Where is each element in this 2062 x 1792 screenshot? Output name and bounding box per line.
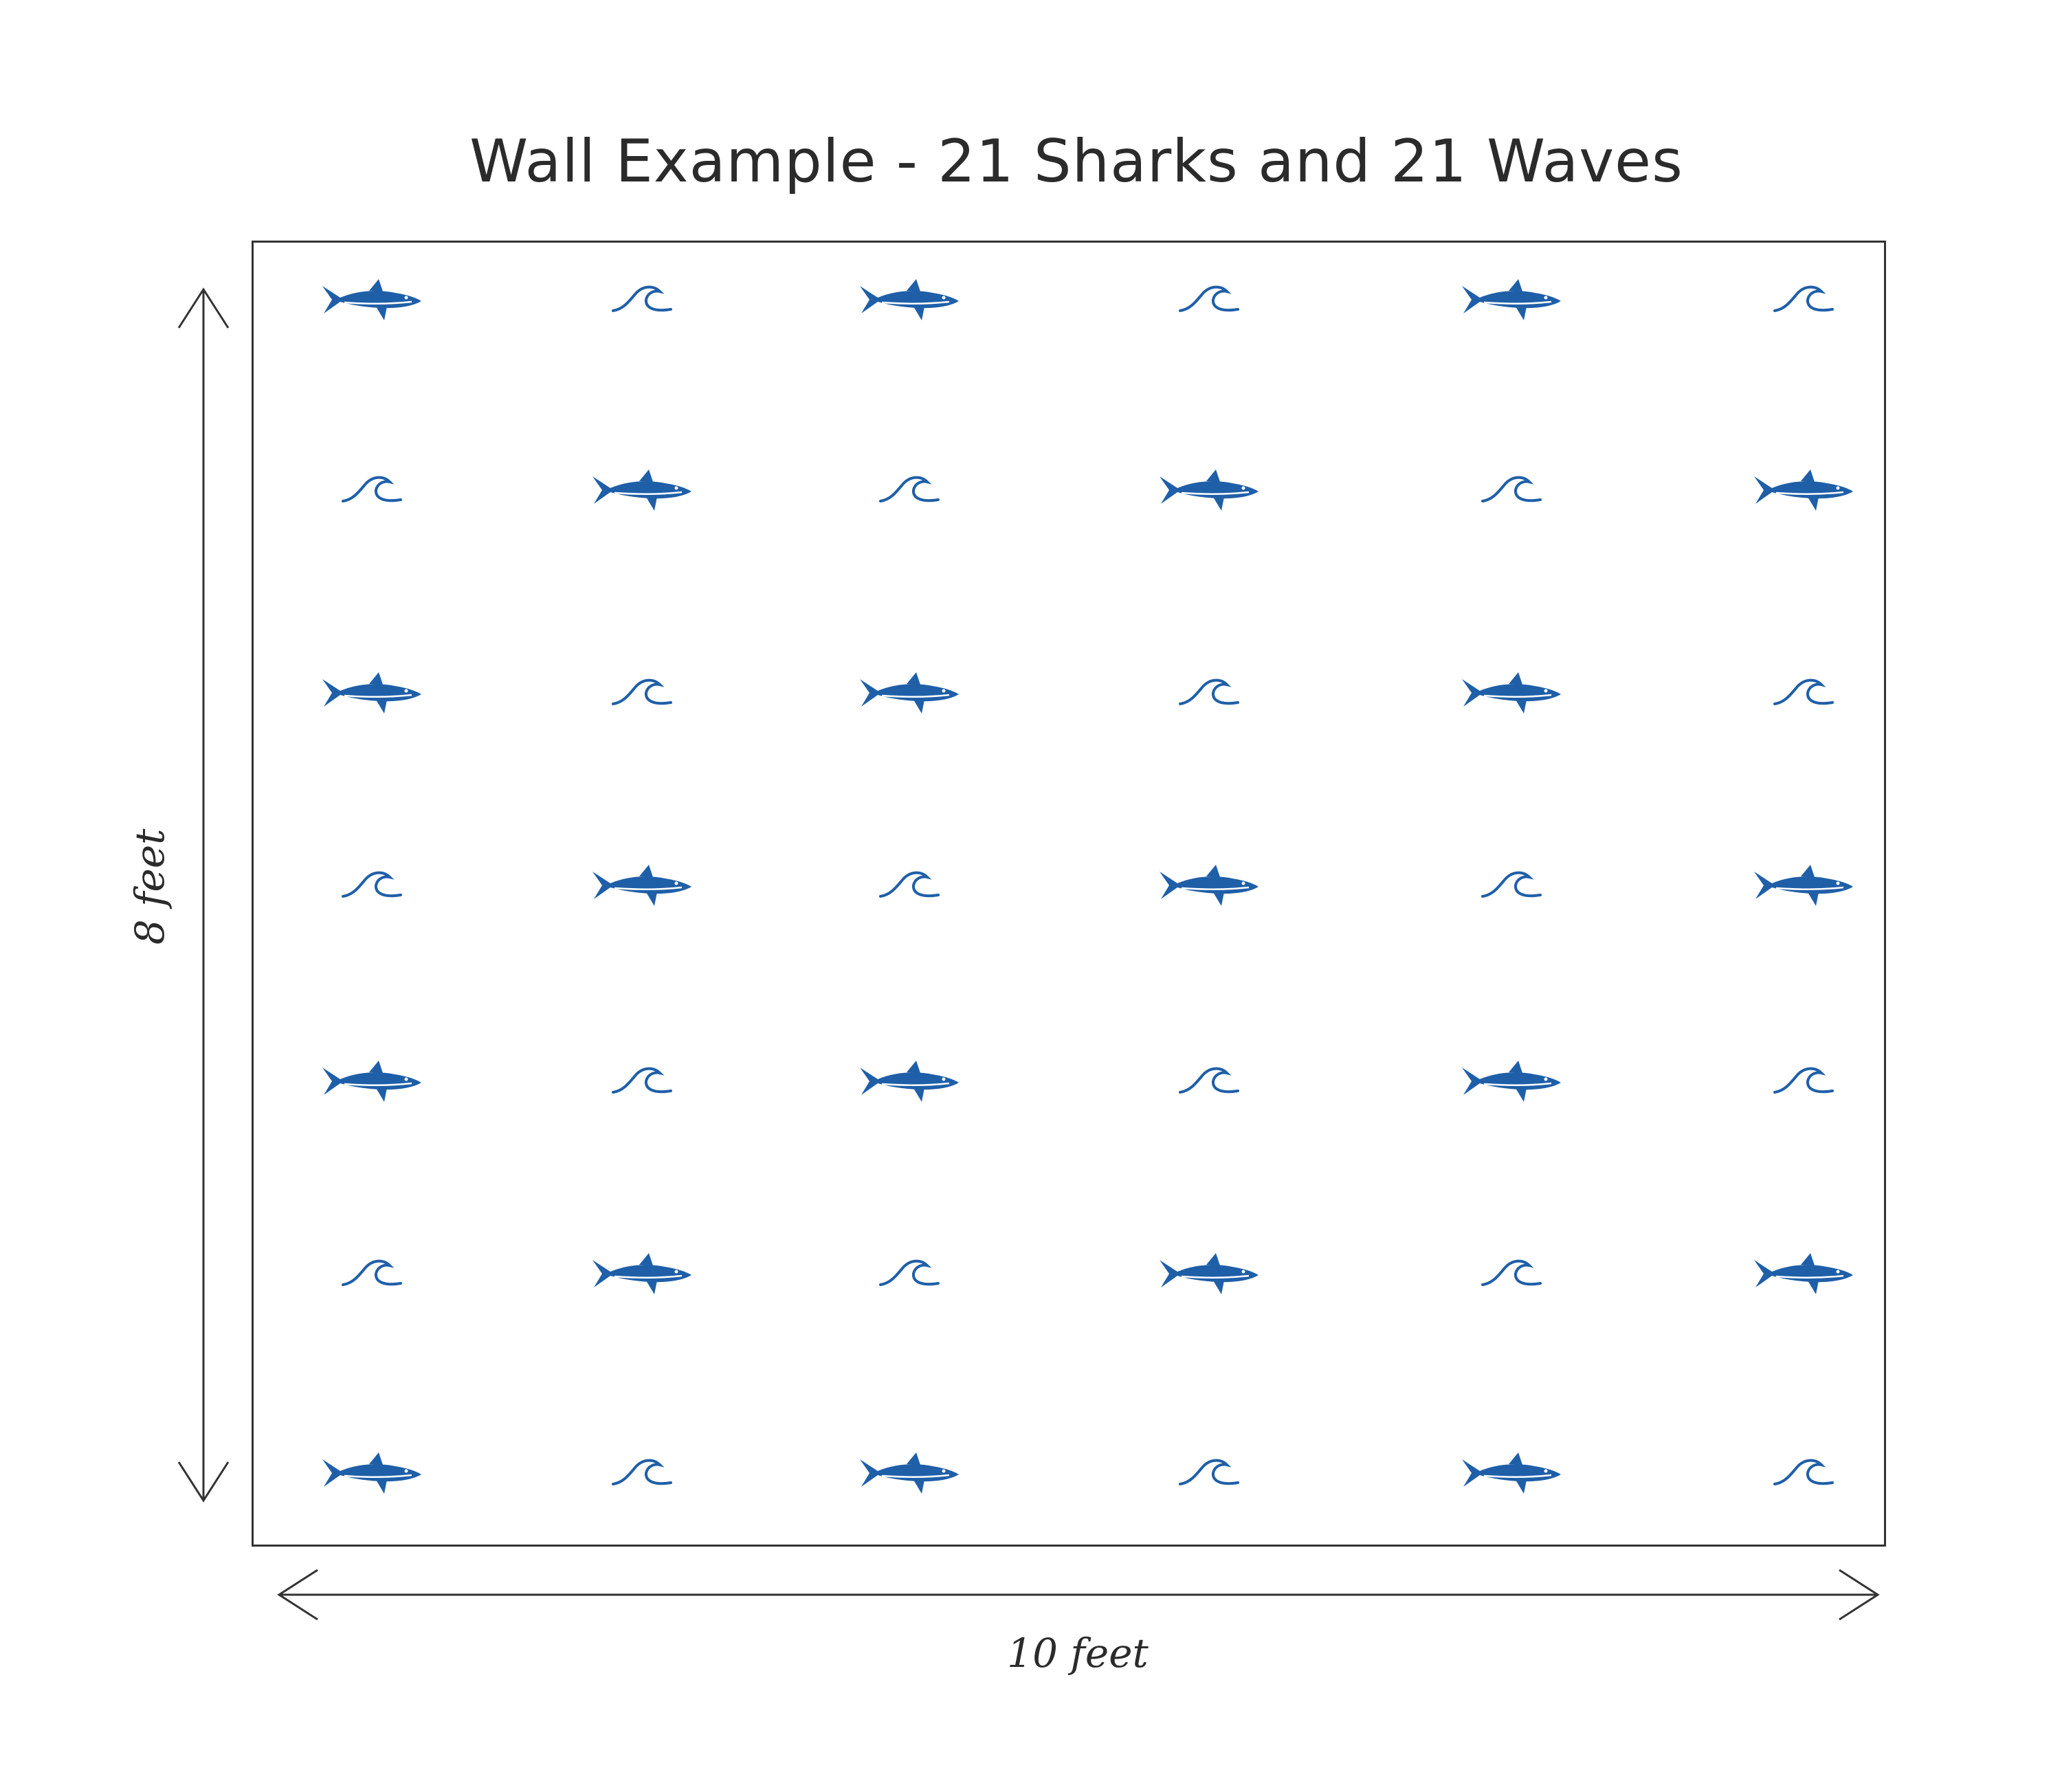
shark-icon <box>1754 865 1853 906</box>
wave-icon <box>1481 871 1542 898</box>
width-dimension-arrow <box>277 1569 1880 1621</box>
wave-icon <box>1773 678 1834 705</box>
wave-icon <box>1481 1259 1542 1286</box>
shark-icon <box>860 672 959 714</box>
wave-icon <box>1179 678 1239 705</box>
wave-icon <box>1179 1459 1239 1485</box>
shark-icon <box>322 1061 421 1102</box>
wave-icon <box>612 285 672 312</box>
wave-icon <box>342 1259 402 1286</box>
shark-icon <box>592 1253 691 1294</box>
wave-icon <box>1179 1067 1239 1094</box>
wave-icon <box>612 1067 672 1094</box>
shark-icon <box>860 1452 959 1494</box>
shark-icon <box>1462 279 1561 320</box>
wave-icon <box>879 871 940 898</box>
wave-icon <box>1179 285 1239 312</box>
shark-icon <box>1160 469 1259 511</box>
height-label: 8 feet <box>126 828 173 945</box>
shark-icon <box>1160 865 1259 906</box>
shark-icon <box>322 672 421 714</box>
height-dimension-arrow <box>177 287 230 1503</box>
width-label: 10 feet <box>1007 1630 1149 1677</box>
shark-icon <box>1754 469 1853 511</box>
wave-icon <box>1773 285 1834 312</box>
wave-icon <box>342 871 402 898</box>
shark-icon <box>1462 672 1561 714</box>
shark-icon <box>1160 1253 1259 1294</box>
wall-pattern-grid <box>322 279 1853 1494</box>
wave-icon <box>879 1259 940 1286</box>
shark-icon <box>322 1452 421 1494</box>
wave-icon <box>612 678 672 705</box>
shark-icon <box>1754 1253 1853 1294</box>
shark-icon <box>322 279 421 320</box>
wave-icon <box>879 476 940 502</box>
wave-icon <box>1481 476 1542 502</box>
shark-icon <box>1462 1452 1561 1494</box>
wall-outline <box>252 241 1886 1547</box>
wave-icon <box>342 476 402 502</box>
shark-icon <box>592 469 691 511</box>
shark-icon <box>592 865 691 906</box>
wave-icon <box>1773 1459 1834 1485</box>
wave-icon <box>612 1459 672 1485</box>
shark-icon <box>1462 1061 1561 1102</box>
diagram-title: Wall Example - 21 Sharks and 21 Waves <box>469 127 1683 196</box>
shark-icon <box>860 279 959 320</box>
shark-icon <box>860 1061 959 1102</box>
wave-icon <box>1773 1067 1834 1094</box>
